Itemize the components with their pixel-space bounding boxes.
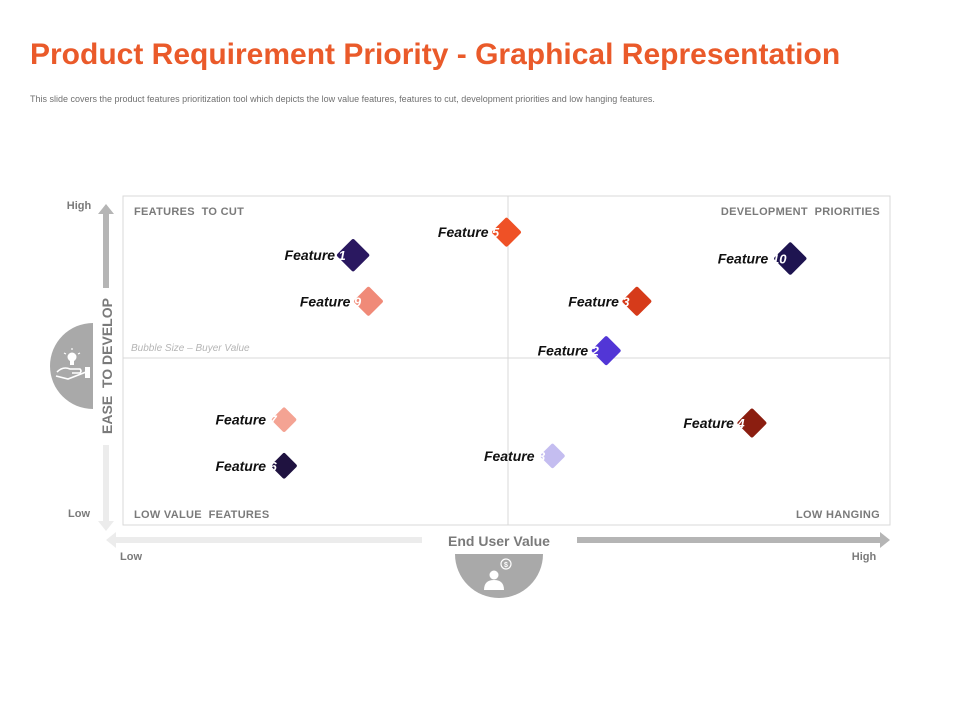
- x-tick-low: Low: [120, 551, 142, 563]
- plot-frame: [122, 195, 891, 526]
- y-tick-high: High: [67, 200, 92, 212]
- feature-number-9: 9: [354, 294, 362, 309]
- user-dollar-icon: $: [484, 558, 512, 590]
- x-axis-label: End User Value: [448, 533, 550, 549]
- feature-label-8: Feature: [484, 448, 535, 464]
- x-axis-icon-circle: [455, 554, 543, 598]
- page-subtitle: This slide covers the product features p…: [30, 94, 655, 104]
- feature-label-9: Feature: [300, 293, 351, 309]
- feature-diamond-3: [622, 286, 652, 316]
- feature-label-7: Feature: [215, 412, 266, 428]
- feature-diamond-1: [336, 239, 370, 272]
- page-title: Product Requirement Priority - Graphical…: [30, 38, 841, 71]
- feature-label-4: Feature: [683, 415, 734, 431]
- feature-diamond-4: [737, 408, 767, 438]
- quadrant-bottom-left-label: LOW VALUE FEATURES: [134, 509, 269, 521]
- feature-diamond-2: [591, 336, 621, 366]
- y-tick-low: Low: [68, 508, 90, 520]
- feature-label-2: Feature: [538, 343, 589, 359]
- feature-number-4: 4: [736, 416, 745, 431]
- quadrant-top-right-label: DEVELOPMENT PRIORITIES: [721, 206, 880, 218]
- x-tick-high: High: [852, 551, 877, 563]
- feature-diamond-6: [271, 453, 297, 479]
- svg-text:$: $: [504, 562, 508, 569]
- y-axis-arrow: [98, 204, 114, 531]
- feature-diamond-5: [492, 217, 521, 247]
- bubble-size-note: Bubble Size – Buyer Value: [131, 343, 250, 354]
- feature-diamond-7: [271, 407, 297, 432]
- feature-number-10: 10: [772, 252, 787, 267]
- feature-number-8: 8: [538, 449, 546, 464]
- quadrant-bottom-right-label: LOW HANGING: [796, 509, 880, 521]
- feature-number-2: 2: [591, 344, 600, 359]
- feature-number-7: 7: [269, 413, 277, 428]
- y-axis-label: EASE TO DEVELOP: [99, 298, 115, 434]
- feature-diamond-9: [353, 286, 383, 316]
- feature-number-1: 1: [338, 248, 345, 263]
- x-axis-arrow: [106, 532, 890, 548]
- quadrant-top-left-label: FEATURES TO CUT: [134, 206, 244, 218]
- feature-number-6: 6: [269, 459, 277, 474]
- hand-lightbulb-icon: [55, 348, 90, 380]
- feature-label-10: Feature: [718, 251, 769, 267]
- feature-diamond-8: [540, 443, 565, 469]
- feature-label-1: Feature: [285, 247, 336, 263]
- feature-diamond-10: [774, 242, 807, 275]
- feature-label-5: Feature: [438, 224, 489, 240]
- y-axis-icon-circle: [50, 323, 93, 409]
- feature-number-3: 3: [622, 294, 630, 309]
- feature-points: 1Feature2Feature3Feature4Feature5Feature…: [215, 217, 807, 479]
- feature-label-6: Feature: [215, 458, 266, 474]
- feature-label-3: Feature: [568, 293, 619, 309]
- feature-number-5: 5: [492, 225, 500, 240]
